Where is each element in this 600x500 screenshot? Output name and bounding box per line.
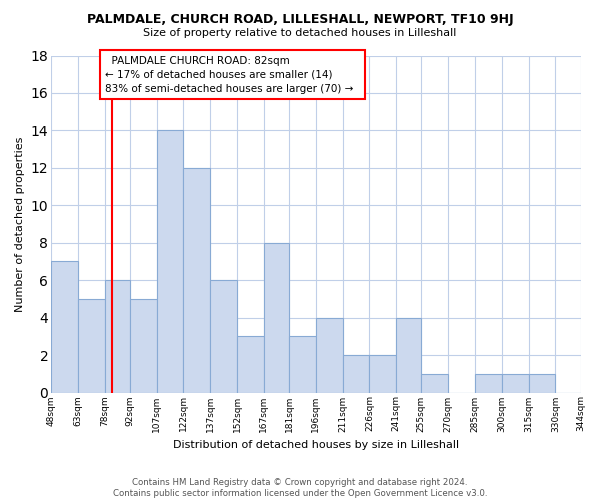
Text: PALMDALE CHURCH ROAD: 82sqm
← 17% of detached houses are smaller (14)
83% of sem: PALMDALE CHURCH ROAD: 82sqm ← 17% of det… [105, 56, 359, 94]
X-axis label: Distribution of detached houses by size in Lilleshall: Distribution of detached houses by size … [173, 440, 459, 450]
Bar [421, 374, 448, 392]
Bar [237, 336, 264, 392]
Bar [105, 280, 130, 392]
Bar [157, 130, 184, 392]
Bar [78, 299, 105, 392]
Bar [396, 318, 421, 392]
Text: Contains HM Land Registry data © Crown copyright and database right 2024.
Contai: Contains HM Land Registry data © Crown c… [113, 478, 487, 498]
Bar [210, 280, 237, 392]
Text: PALMDALE, CHURCH ROAD, LILLESHALL, NEWPORT, TF10 9HJ: PALMDALE, CHURCH ROAD, LILLESHALL, NEWPO… [86, 12, 514, 26]
Text: Size of property relative to detached houses in Lilleshall: Size of property relative to detached ho… [143, 28, 457, 38]
Bar [343, 355, 370, 393]
Bar [51, 262, 78, 392]
Bar [130, 299, 157, 392]
Bar [316, 318, 343, 392]
Bar [184, 168, 210, 392]
Bar [264, 242, 289, 392]
Bar [289, 336, 316, 392]
Y-axis label: Number of detached properties: Number of detached properties [15, 136, 25, 312]
Bar [370, 355, 396, 393]
Bar [502, 374, 529, 392]
Bar [529, 374, 556, 392]
Bar [475, 374, 502, 392]
